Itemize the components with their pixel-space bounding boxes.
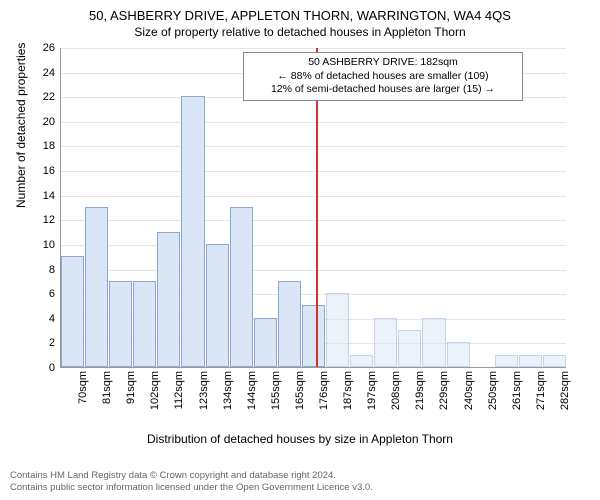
chart-area: 0246810121416182022242670sqm81sqm91sqm10…	[60, 48, 566, 368]
xtick-label: 155sqm	[270, 371, 282, 410]
xtick-label: 208sqm	[390, 371, 402, 410]
xtick-label: 219sqm	[414, 371, 426, 410]
xtick-label: 229sqm	[438, 371, 450, 410]
ytick-label: 24	[43, 67, 55, 79]
ytick-label: 14	[43, 190, 55, 202]
xtick-label: 144sqm	[246, 371, 258, 410]
histogram-bar	[350, 355, 373, 367]
xtick-label: 271sqm	[535, 371, 547, 410]
histogram-bar	[495, 355, 518, 367]
histogram-bar	[543, 355, 566, 367]
histogram-bar	[398, 330, 421, 367]
xtick-label: 250sqm	[487, 371, 499, 410]
ytick-label: 8	[49, 264, 55, 276]
ytick-label: 26	[43, 42, 55, 54]
histogram-bar	[133, 281, 156, 367]
histogram-bar	[85, 207, 108, 367]
xtick-label: 282sqm	[559, 371, 571, 410]
xtick-label: 112sqm	[173, 371, 185, 409]
histogram-bar	[278, 281, 301, 367]
callout-line-3: 12% of semi-detached houses are larger (…	[250, 83, 516, 97]
x-axis-label: Distribution of detached houses by size …	[0, 432, 600, 446]
plot-region: 0246810121416182022242670sqm81sqm91sqm10…	[60, 48, 566, 368]
ytick-label: 12	[43, 214, 55, 226]
gridline	[61, 146, 566, 147]
histogram-bar	[254, 318, 277, 367]
ytick-label: 10	[43, 239, 55, 251]
ytick-label: 22	[43, 91, 55, 103]
histogram-bar	[374, 318, 397, 367]
callout-line-1: 50 ASHBERRY DRIVE: 182sqm	[250, 56, 516, 70]
xtick-label: 240sqm	[463, 371, 475, 410]
ytick-label: 2	[49, 337, 55, 349]
histogram-bar	[422, 318, 445, 367]
xtick-label: 102sqm	[149, 371, 161, 410]
gridline	[61, 48, 566, 49]
footer-line-2: Contains public sector information licen…	[10, 482, 373, 494]
gridline	[61, 196, 566, 197]
ytick-label: 20	[43, 116, 55, 128]
main-title: 50, ASHBERRY DRIVE, APPLETON THORN, WARR…	[0, 0, 600, 23]
footer-attribution: Contains HM Land Registry data © Crown c…	[10, 470, 373, 494]
footer-line-1: Contains HM Land Registry data © Crown c…	[10, 470, 373, 482]
ytick-label: 0	[49, 362, 55, 374]
histogram-bar	[447, 342, 470, 367]
xtick-label: 81sqm	[101, 371, 113, 404]
xtick-label: 91sqm	[125, 371, 137, 404]
histogram-bar	[157, 232, 180, 367]
xtick-label: 261sqm	[511, 371, 523, 410]
xtick-label: 70sqm	[77, 371, 89, 404]
sub-title: Size of property relative to detached ho…	[0, 23, 600, 39]
xtick-label: 165sqm	[294, 371, 306, 410]
xtick-label: 123sqm	[198, 371, 210, 410]
histogram-bar	[519, 355, 542, 367]
xtick-label: 176sqm	[318, 371, 330, 410]
xtick-label: 134sqm	[222, 371, 234, 410]
histogram-bar	[230, 207, 253, 367]
histogram-bar	[326, 293, 349, 367]
callout-line-2: ← 88% of detached houses are smaller (10…	[250, 70, 516, 84]
histogram-bar	[109, 281, 132, 367]
xtick-label: 187sqm	[342, 371, 354, 410]
ytick-label: 6	[49, 288, 55, 300]
gridline	[61, 220, 566, 221]
histogram-bar	[206, 244, 229, 367]
histogram-bar	[61, 256, 84, 367]
ytick-label: 4	[49, 313, 55, 325]
gridline	[61, 171, 566, 172]
ytick-label: 18	[43, 140, 55, 152]
ytick-label: 16	[43, 165, 55, 177]
xtick-label: 197sqm	[366, 371, 378, 410]
gridline	[61, 122, 566, 123]
y-axis-label: Number of detached properties	[14, 43, 28, 208]
callout-box: 50 ASHBERRY DRIVE: 182sqm← 88% of detach…	[243, 52, 523, 101]
gridline	[61, 270, 566, 271]
gridline	[61, 245, 566, 246]
histogram-bar	[302, 305, 325, 367]
histogram-bar	[181, 96, 204, 367]
